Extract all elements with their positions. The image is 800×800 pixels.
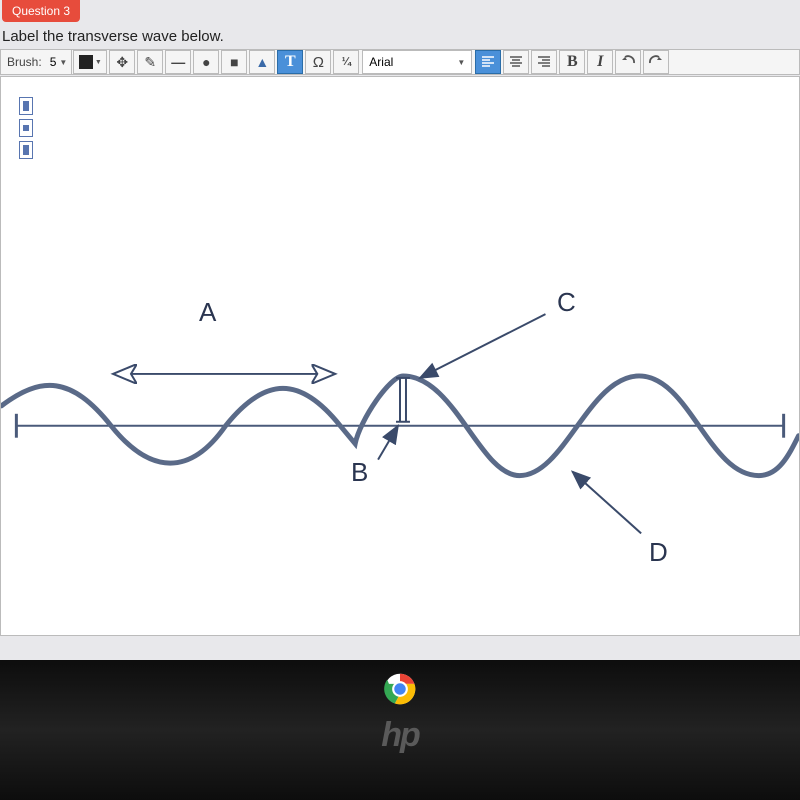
brush-size-select[interactable]: 5 ▼	[46, 50, 73, 74]
brush-value: 5	[50, 55, 57, 69]
trough-arrow	[572, 472, 641, 534]
label-d: D	[649, 537, 668, 568]
text-tool-button[interactable]: T	[277, 50, 303, 74]
move-icon: ✥	[116, 54, 128, 71]
align-center-button[interactable]	[503, 50, 529, 74]
caret-down-icon: ▼	[95, 59, 102, 66]
caret-down-icon: ▼	[59, 58, 67, 67]
undo-icon	[620, 55, 636, 69]
move-tool-button[interactable]: ✥	[109, 50, 135, 74]
align-right-button[interactable]	[531, 50, 557, 74]
fraction-button[interactable]: ¼	[333, 50, 359, 74]
label-a: A	[199, 297, 216, 328]
crest-arrow	[420, 314, 546, 378]
caret-down-icon: ▼	[457, 58, 465, 67]
redo-icon	[648, 55, 664, 69]
italic-icon: I	[597, 53, 603, 71]
label-c: C	[557, 287, 576, 318]
brush-label: Brush:	[1, 55, 46, 69]
font-name: Arial	[369, 55, 393, 69]
question-tab[interactable]: Question 3	[2, 0, 80, 22]
instruction-text: Label the transverse wave below.	[0, 22, 800, 49]
italic-button[interactable]: I	[587, 50, 613, 74]
align-center-icon	[508, 54, 524, 70]
line-icon: —	[171, 54, 185, 70]
text-icon: T	[285, 53, 296, 71]
chrome-icon[interactable]	[383, 672, 417, 706]
square-icon: ■	[230, 54, 238, 70]
fraction-icon: ¼	[342, 56, 351, 68]
align-left-icon	[480, 54, 496, 70]
pencil-icon: ✎	[144, 54, 156, 71]
circle-tool-button[interactable]: ●	[193, 50, 219, 74]
undo-button[interactable]	[615, 50, 641, 74]
redo-button[interactable]	[643, 50, 669, 74]
circle-icon: ●	[202, 54, 210, 70]
color-picker-button[interactable]: ▼	[73, 50, 107, 74]
laptop-bezel: hp	[0, 660, 800, 800]
color-swatch-icon	[79, 55, 93, 69]
line-tool-button[interactable]: —	[165, 50, 191, 74]
editor-toolbar: Brush: 5 ▼ ▼ ✥ ✎ — ● ■ ▲ T Ω	[0, 49, 800, 75]
bold-button[interactable]: B	[559, 50, 585, 74]
drawing-canvas[interactable]: A B C D	[0, 76, 800, 636]
font-family-select[interactable]: Arial ▼	[362, 50, 472, 74]
label-b: B	[351, 457, 368, 488]
triangle-tool-button[interactable]: ▲	[249, 50, 275, 74]
amplitude-arrow	[378, 426, 398, 460]
bold-icon: B	[567, 53, 578, 71]
omega-icon: Ω	[313, 54, 324, 71]
eyedropper-button[interactable]: ✎	[137, 50, 163, 74]
align-left-button[interactable]	[475, 50, 501, 74]
hp-logo: hp	[381, 716, 419, 755]
screen-area: Question 3 Label the transverse wave bel…	[0, 0, 800, 660]
square-tool-button[interactable]: ■	[221, 50, 247, 74]
align-right-icon	[536, 54, 552, 70]
wave-diagram	[1, 77, 799, 635]
triangle-icon: ▲	[255, 54, 269, 70]
omega-button[interactable]: Ω	[305, 50, 331, 74]
